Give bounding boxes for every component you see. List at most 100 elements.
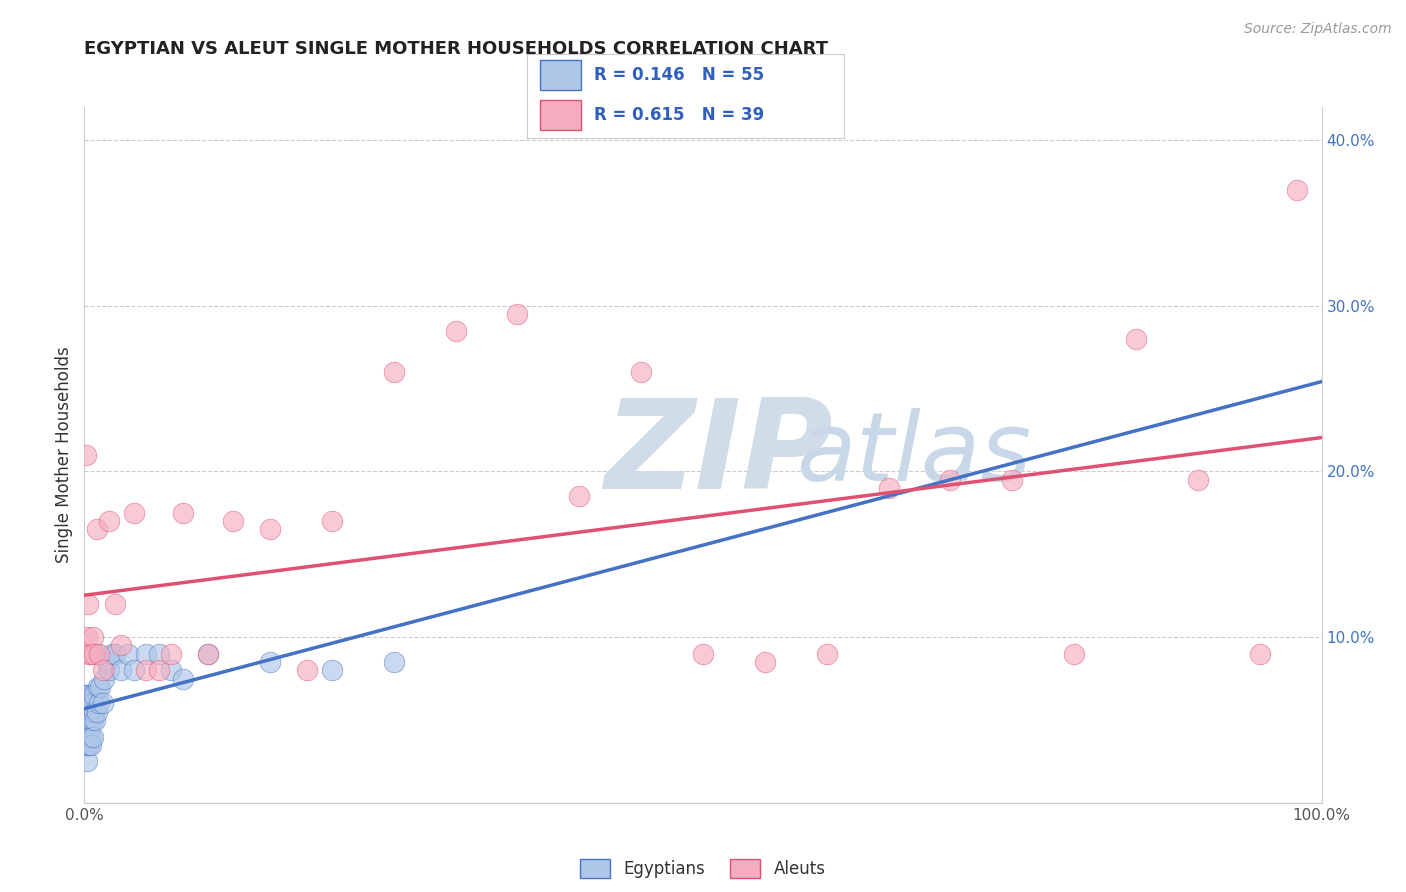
Point <box>382 365 405 379</box>
Point <box>222 514 245 528</box>
Point <box>98 514 121 528</box>
Point <box>86 705 108 719</box>
Point <box>79 688 101 702</box>
Point <box>91 663 114 677</box>
Text: R = 0.615   N = 39: R = 0.615 N = 39 <box>593 105 763 123</box>
Point <box>1001 473 1024 487</box>
Point <box>76 705 98 719</box>
Point <box>86 523 108 537</box>
Point <box>122 506 145 520</box>
Point <box>89 647 111 661</box>
Point <box>104 597 127 611</box>
Point <box>444 324 467 338</box>
Point <box>79 721 101 735</box>
Point <box>91 697 114 711</box>
Point <box>1063 647 1085 661</box>
Point <box>87 680 110 694</box>
Point <box>76 755 98 769</box>
Point <box>295 663 318 677</box>
Point <box>100 647 122 661</box>
Point <box>75 448 97 462</box>
Point <box>75 688 97 702</box>
Text: R = 0.146   N = 55: R = 0.146 N = 55 <box>593 66 763 84</box>
Point <box>77 738 100 752</box>
Point <box>75 713 97 727</box>
Point <box>939 473 962 487</box>
Point <box>135 647 157 661</box>
Legend: Egyptians, Aleuts: Egyptians, Aleuts <box>574 853 832 885</box>
Point <box>321 514 343 528</box>
Point <box>76 721 98 735</box>
Point <box>82 697 104 711</box>
Point <box>79 647 101 661</box>
Bar <box>540 100 581 130</box>
Text: EGYPTIAN VS ALEUT SINGLE MOTHER HOUSEHOLDS CORRELATION CHART: EGYPTIAN VS ALEUT SINGLE MOTHER HOUSEHOL… <box>84 40 828 58</box>
Point <box>89 697 111 711</box>
Point <box>1285 183 1308 197</box>
Point <box>1125 332 1147 346</box>
Point <box>86 647 108 661</box>
Point <box>122 663 145 677</box>
Point <box>75 738 97 752</box>
Point <box>160 647 183 661</box>
Point <box>84 713 107 727</box>
Point <box>148 663 170 677</box>
Point <box>79 738 101 752</box>
Point <box>172 506 194 520</box>
Point <box>82 630 104 644</box>
Bar <box>540 61 581 90</box>
Point <box>1249 647 1271 661</box>
Point <box>79 713 101 727</box>
Point <box>80 688 103 702</box>
Point <box>135 663 157 677</box>
Point <box>79 730 101 744</box>
Text: ZIP: ZIP <box>605 394 832 516</box>
Point <box>259 655 281 669</box>
Point <box>259 523 281 537</box>
Point <box>79 705 101 719</box>
Point <box>77 713 100 727</box>
Point <box>104 647 127 661</box>
Point <box>76 630 98 644</box>
Y-axis label: Single Mother Households: Single Mother Households <box>55 347 73 563</box>
Point <box>1187 473 1209 487</box>
Point <box>77 697 100 711</box>
Point <box>568 489 591 503</box>
Point <box>79 738 101 752</box>
Point <box>79 721 101 735</box>
Point <box>77 705 100 719</box>
Point <box>80 705 103 719</box>
Point <box>83 647 105 661</box>
Point <box>89 680 111 694</box>
Point <box>76 738 98 752</box>
Point <box>110 663 132 677</box>
Point <box>110 639 132 653</box>
Point <box>77 730 100 744</box>
Point <box>148 647 170 661</box>
Point <box>172 672 194 686</box>
Point <box>96 655 118 669</box>
Point <box>76 697 98 711</box>
Point <box>630 365 652 379</box>
Point <box>77 597 100 611</box>
Point <box>98 663 121 677</box>
Point <box>83 688 105 702</box>
Point <box>877 481 900 495</box>
Point <box>83 705 105 719</box>
Point <box>160 663 183 677</box>
Point <box>754 655 776 669</box>
Point <box>197 647 219 661</box>
Point <box>321 663 343 677</box>
Point <box>82 730 104 744</box>
Text: atlas: atlas <box>796 409 1031 501</box>
Point <box>692 647 714 661</box>
Point <box>93 672 115 686</box>
Point <box>79 697 101 711</box>
Point <box>79 697 101 711</box>
Point <box>77 688 100 702</box>
Point <box>117 647 139 661</box>
Point <box>75 730 97 744</box>
Point <box>82 713 104 727</box>
Point <box>506 307 529 321</box>
Point <box>79 647 101 661</box>
